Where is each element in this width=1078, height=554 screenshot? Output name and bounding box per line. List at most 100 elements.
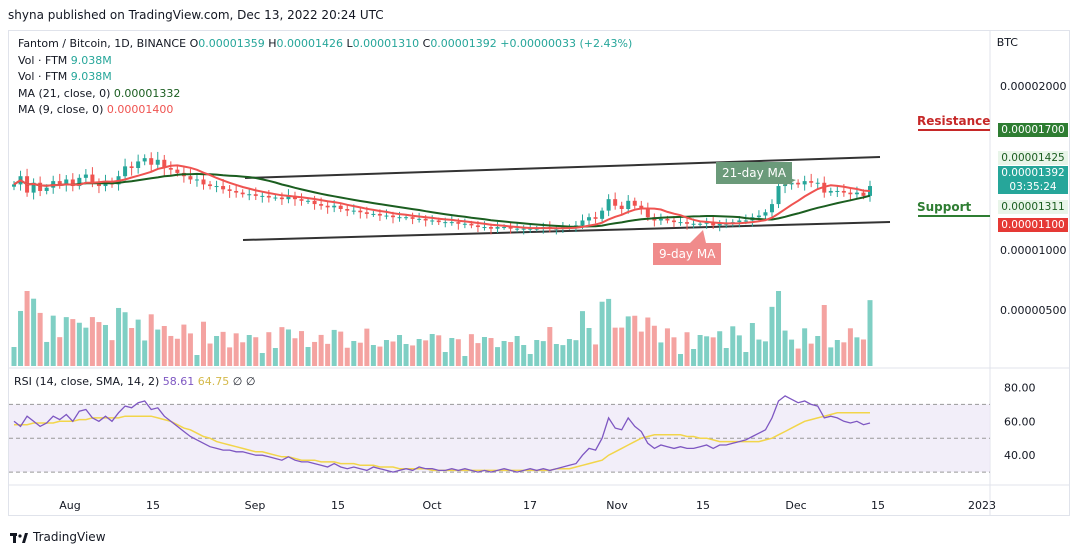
volume-bar bbox=[527, 354, 533, 366]
chart-frame bbox=[8, 30, 1070, 516]
candle-body bbox=[436, 220, 441, 223]
candle-body bbox=[286, 195, 291, 200]
volume-bar bbox=[116, 307, 122, 366]
volume-bar bbox=[860, 339, 866, 366]
volume-bar bbox=[266, 332, 272, 366]
volume-bar bbox=[299, 331, 305, 366]
candle-body bbox=[658, 218, 663, 221]
volume-bar bbox=[468, 334, 474, 366]
x-tick-label: 15 bbox=[146, 499, 160, 512]
candle-body bbox=[515, 228, 520, 230]
candle-body bbox=[619, 205, 624, 209]
volume-bar bbox=[351, 341, 357, 366]
h-value: 0.00001426 bbox=[276, 37, 343, 50]
volume-bar bbox=[272, 348, 278, 366]
legend-ma21-row[interactable]: MA (21, close, 0) 0.00001332 bbox=[18, 86, 632, 103]
volume-bar bbox=[312, 341, 318, 366]
candle-body bbox=[828, 190, 833, 193]
candle-body bbox=[266, 195, 271, 198]
volume-bar bbox=[423, 340, 429, 366]
candle-body bbox=[508, 227, 513, 229]
support-label: Support bbox=[917, 200, 972, 214]
candle-body bbox=[162, 159, 167, 168]
volume-bar bbox=[560, 345, 566, 366]
candle-body bbox=[279, 197, 284, 200]
volume-bar bbox=[521, 345, 527, 366]
volume-bar bbox=[821, 305, 827, 366]
x-tick-label: Sep bbox=[245, 499, 266, 512]
volume-bar bbox=[593, 344, 599, 366]
price-tick-label: 0.00002000 bbox=[1000, 80, 1066, 93]
legend-ma9-row[interactable]: MA (9, close, 0) 0.00001400 bbox=[18, 102, 632, 119]
symbol-name: Fantom / Bitcoin, 1D, BINANCE bbox=[18, 37, 187, 50]
volume-bar bbox=[684, 332, 690, 366]
volume-bar bbox=[540, 341, 546, 366]
x-tick-label: Oct bbox=[422, 499, 442, 512]
o-label: O bbox=[189, 37, 199, 50]
ma9-value: 0.00001400 bbox=[106, 103, 174, 116]
volume-bar bbox=[514, 336, 520, 366]
volume-bar bbox=[579, 311, 585, 366]
rsi-tick-label: 60.00 bbox=[1004, 415, 1036, 428]
candle-body bbox=[704, 222, 709, 224]
footer[interactable]: TradingView bbox=[10, 530, 106, 544]
volume-bar bbox=[207, 343, 213, 366]
volume-bar bbox=[109, 340, 115, 366]
candle-body bbox=[410, 217, 415, 219]
volume-bar bbox=[749, 323, 755, 366]
candle-body bbox=[763, 212, 768, 216]
volume-bar bbox=[625, 316, 631, 366]
volume-bar bbox=[31, 298, 37, 366]
rsi-tick-label: 80.00 bbox=[1004, 381, 1036, 394]
volume-bar bbox=[723, 348, 729, 366]
candle-body bbox=[606, 199, 611, 211]
legend-vol2-row[interactable]: Vol · FTM 9.038M bbox=[18, 69, 632, 86]
candle-body bbox=[678, 222, 683, 224]
volume-bar bbox=[651, 325, 657, 366]
candle-body bbox=[188, 176, 193, 180]
volume-bar bbox=[645, 317, 651, 366]
volume-bar bbox=[364, 328, 370, 366]
legend-vol1-row[interactable]: Vol · FTM 9.038M bbox=[18, 53, 632, 70]
candle-body bbox=[580, 220, 585, 226]
volume-bar bbox=[318, 334, 324, 366]
candle-body bbox=[377, 213, 382, 216]
volume-bar bbox=[586, 328, 592, 366]
candle-body bbox=[528, 228, 533, 230]
candle-body bbox=[456, 222, 461, 224]
volume-bar bbox=[449, 338, 455, 366]
volume-bar bbox=[658, 342, 664, 366]
rsi-legend[interactable]: RSI (14, close, SMA, 14, 2) 58.61 64.75 … bbox=[14, 375, 255, 388]
candle-body bbox=[390, 215, 395, 218]
candle-body bbox=[345, 209, 350, 211]
candle-body bbox=[325, 205, 330, 208]
tradingview-logo-icon bbox=[10, 532, 28, 543]
rsi-line bbox=[13, 395, 871, 473]
volume-bar bbox=[501, 341, 507, 366]
volume-bar bbox=[795, 348, 801, 366]
candle-body bbox=[671, 220, 676, 223]
volume-bar bbox=[57, 337, 63, 366]
candle-body bbox=[358, 210, 363, 213]
candle-body bbox=[613, 199, 618, 206]
support-price-tag: 0.00001100 bbox=[998, 218, 1068, 232]
volume-bar bbox=[429, 334, 435, 366]
candle-body bbox=[194, 179, 199, 181]
candle-body bbox=[809, 181, 814, 183]
rsi-extra1: ∅ bbox=[232, 375, 243, 388]
candle-body bbox=[234, 190, 239, 193]
volume-bar bbox=[841, 342, 847, 366]
candle-body bbox=[443, 222, 448, 224]
volume-bar bbox=[762, 341, 768, 366]
candle-body bbox=[260, 195, 265, 197]
volume-bar bbox=[671, 337, 677, 366]
volume-bar bbox=[253, 337, 259, 366]
volume-bar bbox=[854, 337, 860, 366]
volume-bar bbox=[233, 333, 239, 366]
axis-currency[interactable]: BTC bbox=[996, 36, 1018, 49]
volume-bar bbox=[776, 291, 782, 366]
candle-body bbox=[521, 228, 526, 230]
candle-body bbox=[90, 174, 95, 183]
volume-bar bbox=[331, 329, 337, 366]
